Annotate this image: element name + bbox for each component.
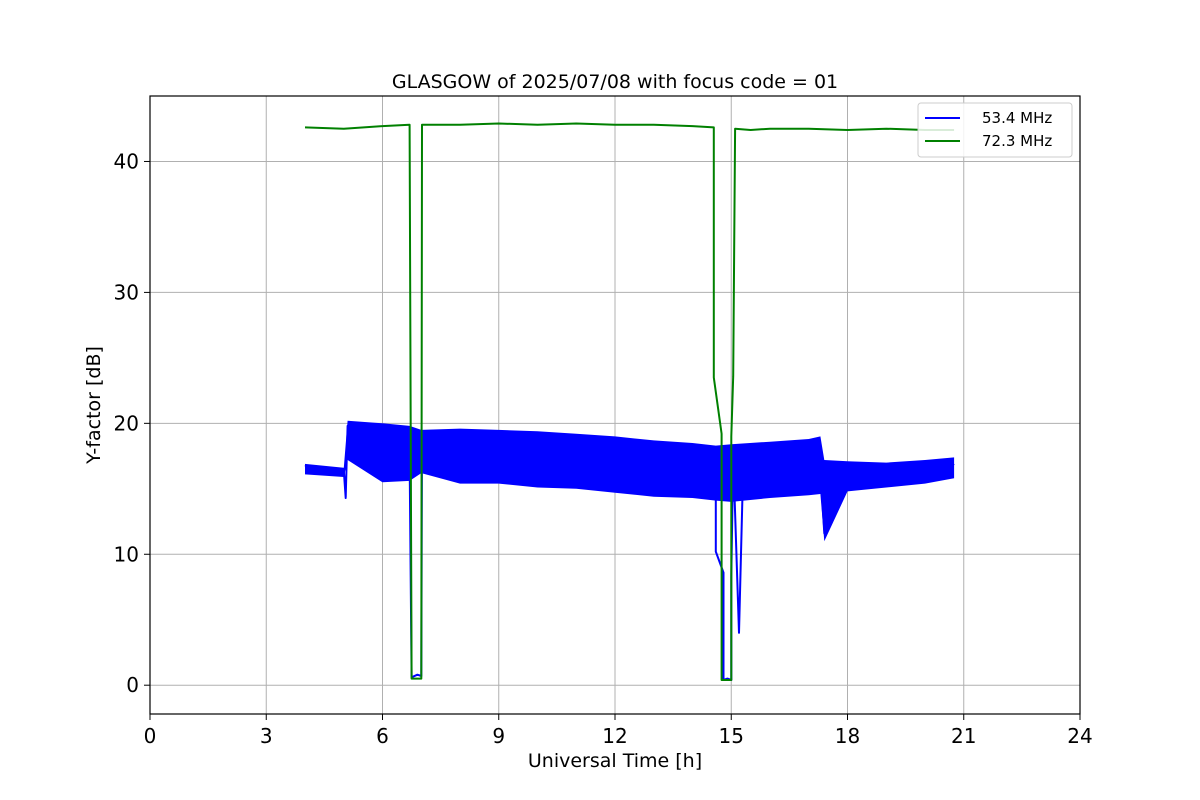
legend-label-72-mhz: 72.3 MHz <box>982 132 1052 150</box>
x-axis-label: Universal Time [h] <box>528 750 702 772</box>
x-tick-label: 9 <box>492 724 505 748</box>
series-53-4-mhz-noise-band <box>305 420 955 542</box>
legend-box <box>917 102 1073 158</box>
plot-layer <box>304 122 955 681</box>
x-tick-label: 24 <box>1067 724 1092 748</box>
y-axis-label: Y-factor [dB] <box>83 346 105 465</box>
x-tick-label: 21 <box>951 724 976 748</box>
x-tick-label: 12 <box>602 724 627 748</box>
series-53-4-mhz-line <box>304 424 955 681</box>
legend: 53.4 MHz 72.3 MHz <box>917 102 1073 158</box>
x-tick-label: 15 <box>719 724 744 748</box>
chart-title: GLASGOW of 2025/07/08 with focus code = … <box>392 71 838 93</box>
y-tick-label: 10 <box>114 542 139 566</box>
x-tick-label: 3 <box>260 724 273 748</box>
y-tick-label: 30 <box>114 280 139 304</box>
series-72-3-mhz-line <box>304 122 955 681</box>
y-tick-label: 0 <box>126 673 139 697</box>
tick-layer: 0 3 6 9 12 15 18 21 24 0 10 20 30 40 <box>114 149 1093 748</box>
y-tick-label: 20 <box>114 411 139 435</box>
x-tick-label: 6 <box>376 724 389 748</box>
x-tick-label: 0 <box>144 724 157 748</box>
y-tick-label: 40 <box>114 149 139 173</box>
legend-label-53-mhz: 53.4 MHz <box>982 109 1052 127</box>
x-tick-label: 18 <box>835 724 860 748</box>
